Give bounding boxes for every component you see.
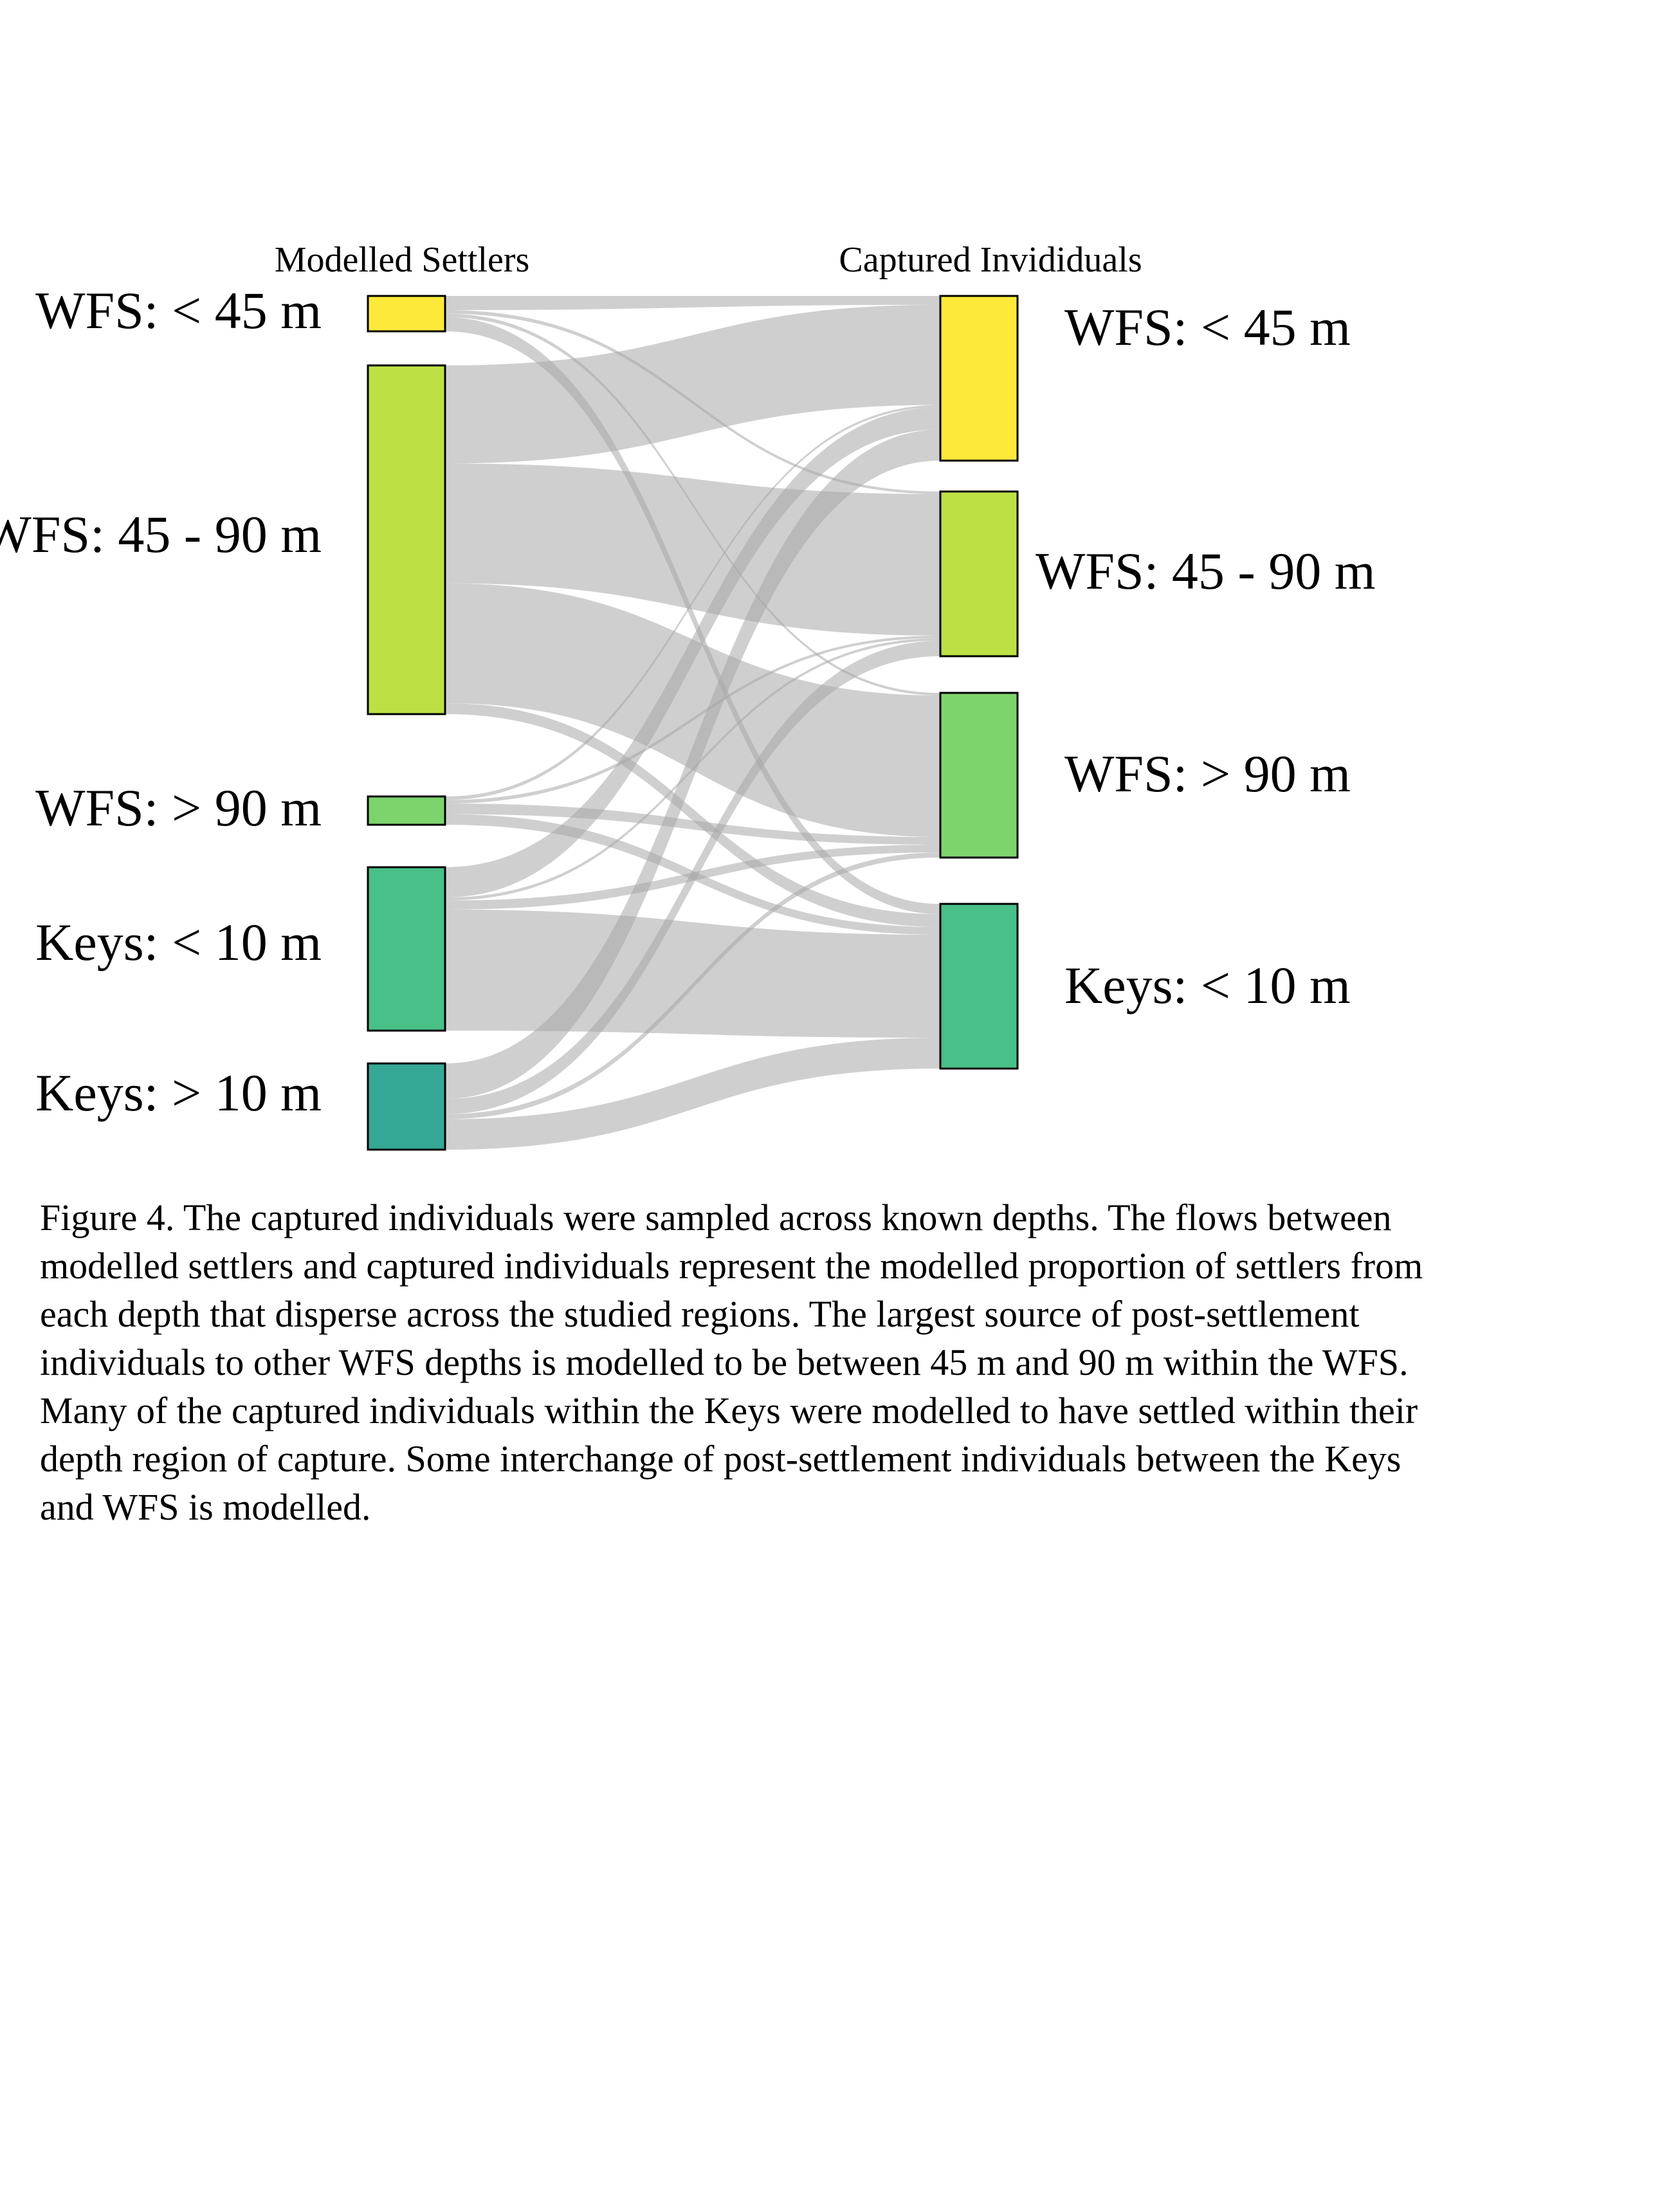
source-label-2: WFS: > 90 m bbox=[35, 778, 322, 837]
flow-0-3 bbox=[445, 317, 940, 914]
flow-4-0 bbox=[445, 429, 940, 1099]
flow-1-2 bbox=[445, 583, 940, 837]
source-node-3 bbox=[367, 866, 446, 1032]
flows-group bbox=[445, 296, 940, 1150]
flow-4-2 bbox=[445, 852, 940, 1119]
right-axis-title: Captured Invididuals bbox=[839, 240, 1142, 280]
nodes-group bbox=[367, 295, 1019, 1151]
flow-3-0 bbox=[445, 407, 940, 898]
source-label-4: Keys: > 10 m bbox=[35, 1063, 322, 1122]
labels-group: WFS: < 45 m WFS: 45 - 90 m WFS: > 90 m Keys… bbox=[0, 281, 1375, 1122]
flow-1-3 bbox=[445, 703, 940, 927]
flow-4-3 bbox=[445, 1038, 940, 1150]
target-node-2 bbox=[939, 692, 1019, 859]
source-label-0: WFS: < 45 m bbox=[35, 281, 322, 340]
target-label-3: Keys: < 10 m bbox=[1064, 956, 1351, 1015]
figure-caption: Figure 4. The captured individuals were … bbox=[40, 1197, 1423, 1528]
target-node-0 bbox=[939, 295, 1019, 462]
flow-2-1 bbox=[445, 636, 940, 804]
target-node-3 bbox=[939, 903, 1019, 1070]
source-node-4 bbox=[367, 1062, 446, 1151]
source-label-3: Keys: < 10 m bbox=[35, 913, 322, 971]
source-label-1: WFS: 45 - 90 m bbox=[0, 505, 322, 564]
target-label-2: WFS: > 90 m bbox=[1064, 744, 1351, 803]
sankey-chart: Modelled Settlers Captured Invididuals W… bbox=[0, 240, 1375, 1151]
target-label-1: WFS: 45 - 90 m bbox=[1036, 542, 1375, 600]
target-label-0: WFS: < 45 m bbox=[1064, 298, 1351, 356]
flow-2-0 bbox=[445, 405, 940, 800]
flow-4-1 bbox=[445, 641, 940, 1114]
source-node-0 bbox=[367, 295, 446, 333]
flow-2-2 bbox=[445, 804, 940, 845]
left-axis-title: Modelled Settlers bbox=[275, 240, 530, 280]
flow-1-0 bbox=[445, 304, 940, 464]
source-node-2 bbox=[367, 795, 446, 826]
source-node-1 bbox=[367, 364, 446, 715]
target-node-1 bbox=[939, 490, 1019, 657]
flow-0-0 bbox=[445, 296, 940, 310]
